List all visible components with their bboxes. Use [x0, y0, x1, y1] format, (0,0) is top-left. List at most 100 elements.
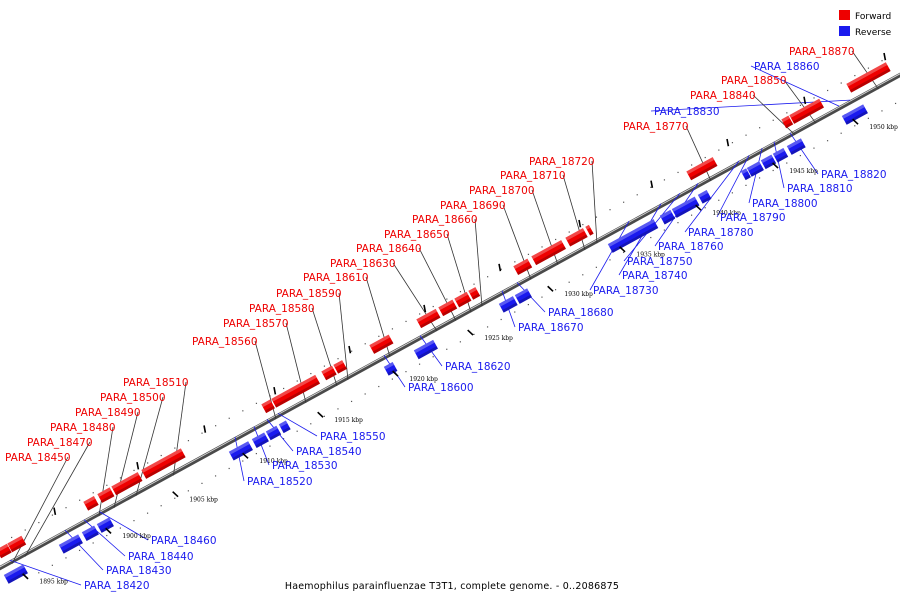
gene-para-18780[interactable] [740, 168, 751, 181]
gene-label-para-18700[interactable]: PARA_18700 [469, 185, 535, 197]
gene-para-18550[interactable] [278, 420, 291, 434]
gene-label-para-18580[interactable]: PARA_18580 [249, 303, 315, 315]
gene-para-18580[interactable] [321, 365, 337, 381]
gene-para-18690[interactable] [513, 258, 533, 276]
gene-para-18640[interactable] [438, 299, 458, 317]
gene-label-para-18490[interactable]: PARA_18490 [75, 407, 141, 419]
gene-label-para-18530[interactable]: PARA_18530 [272, 460, 338, 472]
gene-label-para-18860[interactable]: PARA_18860 [754, 61, 820, 73]
gene-para-18670[interactable] [498, 296, 518, 313]
gene-label-para-18690[interactable]: PARA_18690 [440, 200, 506, 212]
gene-label-para-18730[interactable]: PARA_18730 [593, 285, 659, 297]
gene-label-para-18840[interactable]: PARA_18840 [690, 90, 756, 102]
gene-para-18710[interactable] [565, 228, 588, 247]
gene-para-18810[interactable] [772, 148, 789, 163]
gene-label-para-18620[interactable]: PARA_18620 [445, 361, 511, 373]
gene-para-18450[interactable] [0, 543, 12, 559]
gene-label-para-18650[interactable]: PARA_18650 [384, 229, 450, 241]
gene-label-para-18790[interactable]: PARA_18790 [720, 212, 786, 224]
gene-para-18790[interactable] [746, 161, 764, 177]
gene-para-18620[interactable] [413, 339, 438, 360]
gene-label-para-18500[interactable]: PARA_18500 [100, 392, 166, 404]
gene-label-para-18780[interactable]: PARA_18780 [688, 227, 754, 239]
gene-label-para-18430[interactable]: PARA_18430 [106, 565, 172, 577]
gene-label-para-18630[interactable]: PARA_18630 [330, 258, 396, 270]
gene-para-18540[interactable] [265, 425, 282, 441]
gene-label-para-18830[interactable]: PARA_18830 [654, 106, 720, 118]
gene-para-18660[interactable] [468, 287, 481, 300]
gene-label-para-18550[interactable]: PARA_18550 [320, 431, 386, 443]
gene-para-18870[interactable] [846, 62, 891, 93]
minor-dot [582, 274, 584, 276]
gene-para-18560[interactable] [261, 399, 275, 414]
minor-dot [187, 490, 189, 492]
gene-highlight [468, 287, 477, 294]
gene-para-18440[interactable] [81, 525, 99, 542]
gene-para-18530[interactable] [251, 432, 269, 448]
gene-para-18480[interactable] [83, 496, 99, 511]
gene-label-para-18870[interactable]: PARA_18870 [789, 46, 855, 58]
gene-para-18730[interactable] [607, 219, 659, 253]
gene-label-para-18720[interactable]: PARA_18720 [529, 156, 595, 168]
gene-label-para-18560[interactable]: PARA_18560 [192, 336, 258, 348]
gene-label-para-18440[interactable]: PARA_18440 [128, 551, 194, 563]
gene-label-para-18610[interactable]: PARA_18610 [303, 272, 369, 284]
gene-para-18700[interactable] [531, 240, 566, 266]
gene-para-18430[interactable] [58, 534, 83, 554]
gene-para-18610[interactable] [369, 334, 394, 354]
gene-para-18520[interactable] [228, 441, 253, 461]
gene-para-18800[interactable] [760, 154, 777, 170]
gene-para-18830[interactable] [843, 104, 868, 124]
gene-para-18470[interactable] [7, 535, 27, 553]
gene-label-para-18600[interactable]: PARA_18600 [408, 382, 474, 394]
gene-label-para-18590[interactable]: PARA_18590 [276, 288, 342, 300]
gene-label-para-18800[interactable]: PARA_18800 [752, 198, 818, 210]
gene-para-18510[interactable] [141, 448, 186, 479]
gene-label-para-18740[interactable]: PARA_18740 [622, 270, 688, 282]
gene-label-para-18480[interactable]: PARA_18480 [50, 422, 116, 434]
gene-para-18570[interactable] [271, 374, 321, 408]
gene-label-para-18640[interactable]: PARA_18640 [356, 243, 422, 255]
gene-label-para-18680[interactable]: PARA_18680 [548, 307, 614, 319]
gene-para-18500[interactable] [111, 472, 143, 496]
gene-label-para-18820[interactable]: PARA_18820 [821, 169, 887, 181]
gene-label-para-18460[interactable]: PARA_18460 [151, 535, 217, 547]
gene-label-para-18450[interactable]: PARA_18450 [5, 452, 71, 464]
gene-highlight [3, 564, 25, 578]
gene-label-para-18510[interactable]: PARA_18510 [123, 377, 189, 389]
gene-label-para-18570[interactable]: PARA_18570 [223, 318, 289, 330]
gene-label-para-18470[interactable]: PARA_18470 [27, 437, 93, 449]
gene-para-18850[interactable] [789, 98, 824, 124]
gene-para-18650[interactable] [454, 291, 472, 308]
gene-highlight [333, 360, 344, 368]
gene-label-para-18540[interactable]: PARA_18540 [296, 446, 362, 458]
gene-label-para-18710[interactable]: PARA_18710 [500, 170, 566, 182]
minor-dot [840, 132, 842, 134]
gene-shadow [744, 174, 751, 181]
gene-label-para-18810[interactable]: PARA_18810 [787, 183, 853, 195]
gene-para-18770[interactable] [686, 157, 718, 181]
minor-dot [419, 313, 421, 315]
gene-para-18740[interactable] [659, 209, 676, 225]
gene-para-18820[interactable] [786, 138, 806, 155]
gene-para-18420[interactable] [3, 564, 28, 584]
gene-para-18630[interactable] [416, 308, 441, 329]
gene-para-18860[interactable] [841, 114, 851, 125]
gene-label-para-18520[interactable]: PARA_18520 [247, 476, 313, 488]
gene-para-18750[interactable] [671, 196, 700, 218]
gene-label-para-18670[interactable]: PARA_18670 [518, 322, 584, 334]
gene-label-para-18770[interactable]: PARA_18770 [623, 121, 689, 133]
gene-label-para-18660[interactable]: PARA_18660 [412, 214, 478, 226]
gene-para-18840[interactable] [781, 115, 794, 129]
gene-para-18460[interactable] [96, 517, 114, 533]
gene-label-para-18420[interactable]: PARA_18420 [84, 580, 150, 592]
gene-para-18490[interactable] [97, 487, 115, 503]
gene-para-18680[interactable] [514, 288, 532, 304]
gene-label-para-18850[interactable]: PARA_18850 [721, 75, 787, 87]
gene-label-para-18750[interactable]: PARA_18750 [627, 256, 693, 268]
gene-para-18760[interactable] [697, 190, 712, 204]
gene-para-18590[interactable] [333, 360, 347, 374]
gene-label-para-18760[interactable]: PARA_18760 [658, 241, 724, 253]
gene-para-18720[interactable] [585, 224, 594, 236]
